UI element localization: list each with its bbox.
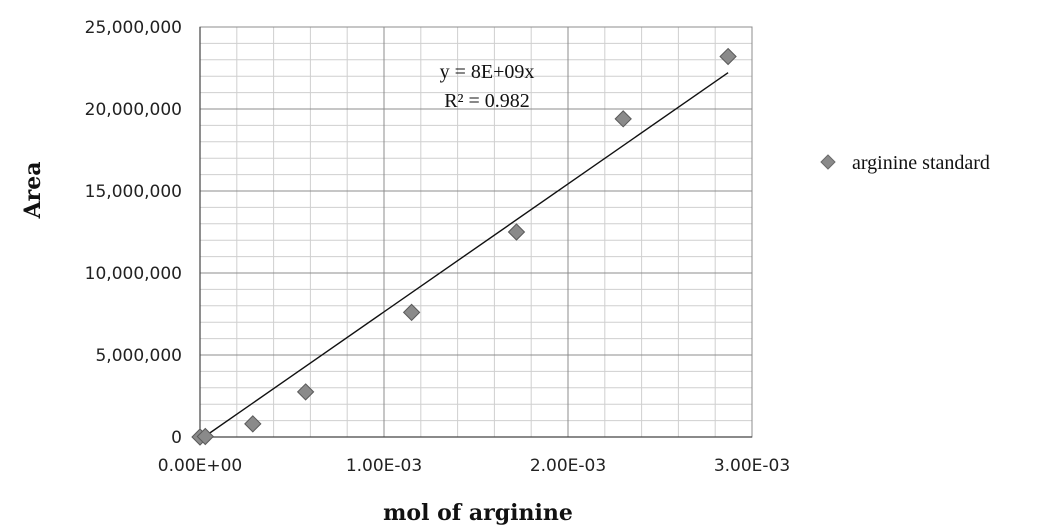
legend-label-arginine-standard: arginine standard (852, 152, 990, 174)
trendline-equation: y = 8E+09x (440, 61, 535, 83)
y-tick-label: 10,000,000 (85, 264, 182, 284)
y-tick-label: 5,000,000 (95, 346, 182, 366)
data-point (719, 47, 737, 66)
data-point (614, 110, 632, 128)
x-axis-tick-labels: 0.00E+00 1.00E-03 2.00E-03 3.00E-03 (158, 456, 790, 476)
y-tick-label: 25,000,000 (85, 18, 182, 38)
trendline-r-squared: R² = 0.982 (444, 90, 530, 112)
x-tick-label: 2.00E-03 (530, 456, 606, 476)
data-point (507, 223, 526, 241)
y-tick-label: 0 (171, 428, 182, 448)
linear-trendline (204, 72, 729, 437)
data-point (402, 303, 421, 322)
y-tick-label: 20,000,000 (85, 100, 182, 120)
x-tick-label: 3.00E-03 (714, 456, 790, 476)
data-point (196, 427, 214, 446)
major-grid (199, 26, 753, 438)
plot-border (199, 26, 753, 438)
data-points (191, 47, 737, 446)
data-point (244, 415, 262, 433)
data-point (296, 383, 315, 401)
x-tick-label: 1.00E-03 (346, 456, 422, 476)
y-axis-tick-labels: 0 5,000,000 10,000,000 15,000,000 20,000,000… (85, 18, 182, 448)
x-axis-title: mol of arginine (383, 500, 573, 526)
y-tick-label: 15,000,000 (85, 182, 182, 202)
legend: arginine standard (820, 152, 990, 174)
legend-marker-arginine-standard (820, 154, 836, 170)
minor-grid (200, 27, 752, 437)
x-tick-label: 0.00E+00 (158, 456, 242, 476)
y-axis-title: Area (20, 162, 46, 220)
trendline-group (204, 72, 729, 437)
plot-area-frame (199, 26, 753, 438)
